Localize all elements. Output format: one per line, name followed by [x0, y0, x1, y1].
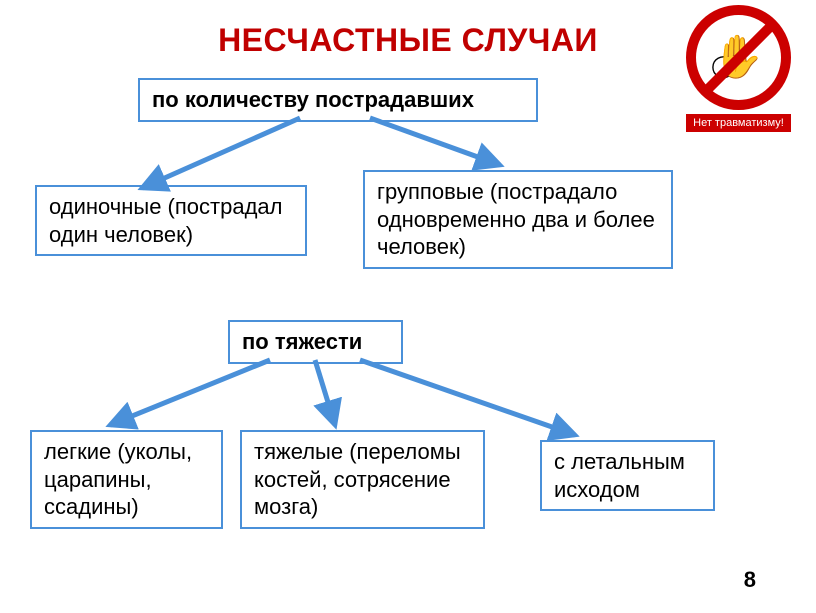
section1-child-group: групповые (пострадало одновременно два и…	[363, 170, 673, 269]
section2-child-light: легкие (уколы, царапины, ссадины)	[30, 430, 223, 529]
section2-header: по тяжести	[228, 320, 403, 364]
section1-header: по количеству пострадавших	[138, 78, 538, 122]
main-title: НЕСЧАСТНЫЕ СЛУЧАИ	[218, 22, 598, 59]
stop-hand-icon: ✋	[712, 33, 764, 82]
badge-caption: Нет травматизму!	[686, 114, 791, 132]
section2-child-heavy: тяжелые (переломы костей, сотрясение моз…	[240, 430, 485, 529]
section1-child-single: одиночные (пострадал один человек)	[35, 185, 307, 256]
prohibition-sign: ◯ ✋	[686, 5, 791, 110]
page-number: 8	[744, 567, 756, 593]
section2-child-lethal: с летальным исходом	[540, 440, 715, 511]
safety-badge: ◯ ✋ Нет травматизму!	[686, 5, 796, 140]
